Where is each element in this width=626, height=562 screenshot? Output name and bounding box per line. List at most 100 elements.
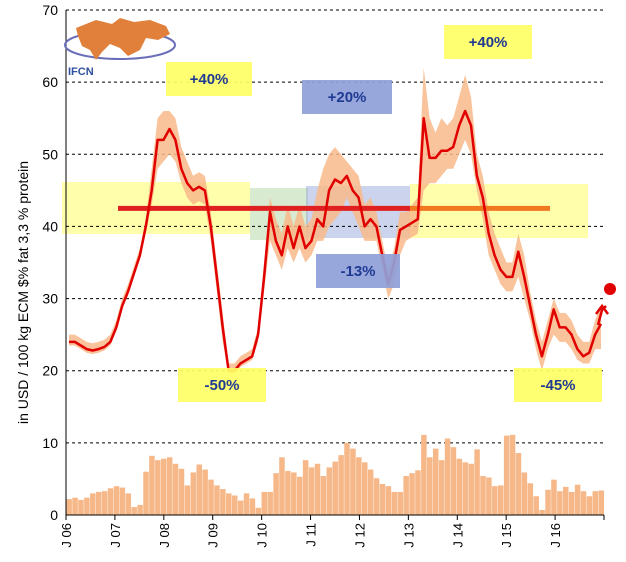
- y-tick-label: 50: [42, 146, 58, 162]
- volatility-bar: [208, 479, 214, 515]
- y-tick-label: 20: [42, 363, 58, 379]
- callout-box: +40%: [166, 62, 252, 96]
- volatility-bar: [444, 438, 451, 515]
- volatility-bar: [367, 469, 374, 515]
- x-tick-label: J 07: [108, 523, 123, 548]
- volatility-bar: [261, 491, 268, 515]
- volatility-bar: [592, 491, 599, 515]
- volatility-bar: [533, 496, 539, 515]
- callout-background: [316, 254, 400, 288]
- y-tick-label: 0: [50, 507, 58, 523]
- volatility-bar: [515, 452, 522, 515]
- volatility-bar: [149, 455, 155, 515]
- volatility-bar: [78, 499, 84, 515]
- callout-label: +40%: [190, 71, 229, 88]
- callout-label: +20%: [328, 89, 367, 106]
- x-tick-label: J 12: [352, 523, 367, 548]
- volatility-bar: [249, 498, 256, 515]
- volatility-bar: [438, 460, 445, 515]
- y-tick-label: 10: [42, 435, 58, 451]
- callout-background: [444, 25, 532, 59]
- arrow-head-icon: [595, 303, 609, 315]
- ifcn-logo: IFCN: [64, 18, 176, 78]
- volatility-bar: [160, 458, 167, 515]
- volatility-bar: [107, 488, 114, 515]
- volatility-bar: [480, 476, 486, 515]
- callout-box: -50%: [178, 368, 266, 402]
- yellow-band-box: [410, 184, 588, 238]
- x-tick-label: J 16: [548, 523, 563, 548]
- volatility-bar: [598, 490, 604, 515]
- callout-box: +20%: [302, 80, 392, 114]
- volatility-bar: [586, 496, 593, 515]
- callout-label: +40%: [469, 34, 508, 51]
- volatility-bar: [273, 473, 279, 515]
- volatility-bar: [527, 483, 534, 515]
- y-axis-label: in USD / 100 kg ECM $% fat 3,3 % protein: [15, 161, 31, 424]
- volatility-bar: [255, 507, 262, 515]
- volatility-bar: [456, 458, 463, 515]
- y-tick-labels: 0 10 20 30 40 50 60 70: [42, 2, 58, 523]
- volatility-bar: [403, 476, 409, 515]
- volatility-bar: [427, 457, 433, 515]
- volatility-bar: [397, 491, 403, 515]
- volatility-bar: [178, 468, 185, 515]
- volatility-bar: [172, 463, 179, 515]
- volatility-bar: [66, 499, 72, 515]
- volatility-bar: [72, 497, 78, 515]
- volatility-bars: [66, 434, 604, 515]
- volatility-bar: [468, 463, 474, 515]
- volatility-bar: [492, 486, 498, 515]
- volatility-bar: [503, 435, 510, 515]
- volatility-bar: [409, 473, 415, 515]
- x-tick-label: J 06: [59, 523, 74, 548]
- price-line: [69, 109, 603, 372]
- callout-background: [302, 80, 392, 114]
- volatility-bar: [279, 457, 285, 515]
- volatility-bar: [84, 497, 90, 515]
- y-tick-label: 30: [42, 291, 58, 307]
- x-tick-label: J 10: [255, 523, 270, 548]
- volatility-bar: [574, 484, 581, 515]
- callout-box: +40%: [444, 25, 532, 59]
- volatility-bar: [220, 489, 226, 515]
- volatility-bar: [332, 461, 338, 515]
- volatility-bar: [373, 478, 380, 515]
- volatility-bar: [509, 434, 516, 515]
- volatility-bar: [184, 485, 191, 515]
- latest-point-arrow: [595, 283, 616, 326]
- volatility-bar: [155, 460, 161, 515]
- volatility-bar: [95, 491, 102, 515]
- volatility-bar: [344, 442, 350, 515]
- volatility-bar: [497, 485, 504, 515]
- y-tick-label: 60: [42, 74, 58, 90]
- volatility-bar: [338, 455, 344, 515]
- range-band-area: [69, 67, 601, 375]
- x-tick-label: J 09: [206, 523, 221, 548]
- volatility-bar: [462, 462, 469, 515]
- volatility-bar: [450, 447, 457, 515]
- volatility-bar: [551, 479, 557, 515]
- volatility-bar: [568, 491, 575, 515]
- volatility-bar: [243, 493, 250, 515]
- volatility-bar: [90, 493, 96, 515]
- latest-price-dot: [604, 283, 616, 295]
- volatility-bar: [563, 486, 569, 515]
- volatility-bar: [539, 509, 545, 515]
- callout-box: -45%: [514, 368, 602, 402]
- callout-box: -13%: [316, 254, 400, 288]
- x-tick-label: J 14: [450, 523, 465, 548]
- volatility-bar: [137, 504, 143, 515]
- callout-background: [514, 368, 602, 402]
- callout-background: [166, 62, 252, 96]
- x-tick-label: J 15: [499, 523, 514, 548]
- volatility-bar: [326, 467, 333, 515]
- volatility-bar: [196, 464, 202, 515]
- volatility-bar: [296, 476, 303, 515]
- volatility-bar: [557, 491, 563, 515]
- volatility-bar: [101, 491, 108, 515]
- volatility-bar: [580, 491, 587, 515]
- x-tick-label: J 08: [157, 523, 172, 548]
